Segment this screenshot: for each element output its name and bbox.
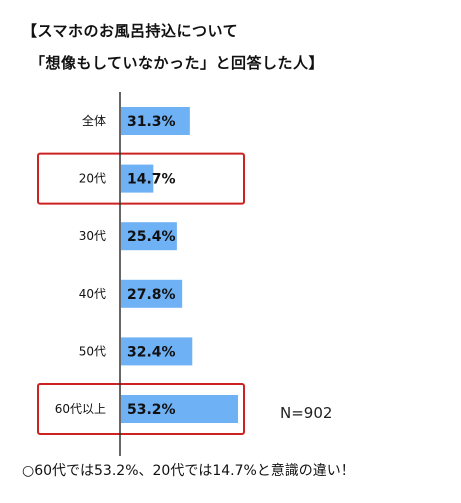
value-label: 32.4% <box>127 344 176 360</box>
value-label: 14.7% <box>127 172 176 188</box>
value-label: 53.2% <box>127 402 176 418</box>
category-label: 30代 <box>79 229 106 243</box>
category-label: 50代 <box>79 344 106 358</box>
bar-2 <box>121 164 154 193</box>
bar-5 <box>121 337 193 366</box>
category-label: 全体 <box>82 113 106 128</box>
value-label: 25.4% <box>127 229 176 245</box>
category-label: 40代 <box>79 287 106 301</box>
chart-title-line2: 「想像もしていなかった」と回答した人】 <box>30 54 325 72</box>
category-label: 20代 <box>79 172 106 186</box>
highlight-box <box>37 383 245 435</box>
chart-title-line1: 【スマホのお風呂持込について <box>22 22 239 40</box>
bar-3 <box>121 222 177 251</box>
category-label: 60代以上 <box>55 402 106 416</box>
sample-size-annotation: N=902 <box>280 404 332 422</box>
bar-1 <box>121 107 190 135</box>
bar-6 <box>121 395 239 423</box>
bar-4 <box>121 279 183 308</box>
value-label: 27.8% <box>127 287 176 303</box>
caption-text: ○60代では53.2%、20代では14.7%と意識の違い！ <box>22 463 355 479</box>
highlight-box <box>37 152 245 205</box>
value-label: 31.3% <box>127 114 176 130</box>
